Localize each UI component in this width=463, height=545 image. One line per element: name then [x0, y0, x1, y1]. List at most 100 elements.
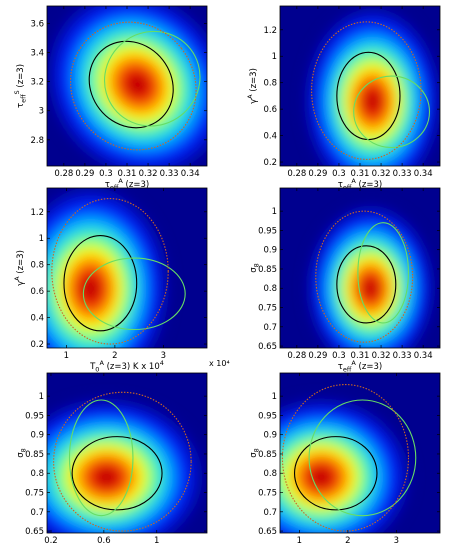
- y-tick-label: 3.2: [30, 78, 44, 88]
- x-tick-label: 0.32: [372, 351, 391, 361]
- y-tick-label: 0.95: [258, 411, 277, 421]
- y-tick-label: 0.8: [263, 469, 277, 479]
- x-tick-label: 1: [154, 536, 159, 545]
- y-tick-label: 0.75: [258, 304, 277, 314]
- contour-3: [315, 210, 414, 343]
- contour-1: [293, 436, 378, 511]
- contour-2: [68, 399, 134, 517]
- y-tick-label: 0.7: [263, 323, 277, 333]
- contour-2: [82, 257, 186, 331]
- density-peak: [303, 6, 440, 166]
- x-tick-label: 0.28: [287, 351, 306, 361]
- y-tick-label: 0.65: [25, 527, 44, 537]
- y-tick-label: 3.4: [30, 49, 44, 59]
- plot-area: [47, 373, 207, 533]
- density-peak: [280, 396, 412, 533]
- panel-1: 0.28 0.29 0.3 0.31 0.32 0.33 0.34 2.8 3 3.2 3.4 3.6…: [13, 5, 208, 192]
- x-tick-label: 2: [112, 351, 117, 361]
- contour-2: [357, 222, 409, 324]
- y-tick-label: 1: [272, 392, 277, 402]
- y-tick-label: 3.6: [30, 19, 44, 29]
- panel-5: 0.20.610.650.70.750.80.850.90.951γA (z=3…: [16, 372, 208, 545]
- density-peak: [305, 203, 436, 348]
- x-tick-label: 3: [394, 536, 399, 545]
- y-tick-label: 0.75: [258, 489, 277, 499]
- y-tick-label: 0.9: [30, 431, 44, 441]
- x-tick-label: 0.29: [308, 351, 327, 361]
- axis-multiplier: x 10⁴: [209, 359, 230, 368]
- x-tick-label: 0.33: [393, 351, 412, 361]
- y-tick-label: 1: [272, 207, 277, 217]
- axes-frame: [46, 372, 208, 534]
- plot-area: [280, 188, 440, 348]
- y-tick-label: 0.8: [263, 284, 277, 294]
- x-tick-label: 2: [345, 536, 350, 545]
- contour-2: [103, 30, 201, 127]
- x-tick-label: 0.3: [332, 169, 346, 179]
- axes-frame: [46, 187, 208, 349]
- density-peak: [47, 6, 207, 166]
- x-tick-label: 0.28: [287, 169, 306, 179]
- y-tick-label: 0.85: [258, 265, 277, 275]
- x-tick-label: 0.34: [414, 351, 433, 361]
- x-tick-label: 0.6: [97, 536, 111, 545]
- y-tick-label: 0.7: [263, 508, 277, 518]
- y-tick-label: 0.9: [263, 246, 277, 256]
- plot-area: [280, 6, 440, 166]
- density-peak: [47, 396, 206, 533]
- x-tick-label: 0.33: [160, 169, 179, 179]
- contour-1: [88, 40, 174, 129]
- axis-label: γA (z=3): [13, 250, 26, 286]
- plot-area: [47, 188, 207, 348]
- x-tick-label: 0.34: [181, 169, 200, 179]
- y-tick-label: 0.8: [30, 261, 44, 271]
- y-tick-label: 0.2: [263, 158, 277, 168]
- axis-label: τeffA (z=3): [338, 177, 382, 192]
- x-tick-label: 1: [64, 351, 69, 361]
- axes-frame: [279, 372, 441, 534]
- y-tick-label: 0.4: [263, 132, 277, 142]
- x-tick-label: 0.31: [351, 351, 370, 361]
- y-tick-label: 0.75: [25, 489, 44, 499]
- y-tick-label: 0.2: [30, 340, 44, 350]
- y-tick-label: 0.65: [258, 342, 277, 352]
- x-tick-label: 0.29: [308, 169, 327, 179]
- contour-3: [281, 384, 410, 532]
- axis-label: σ8: [249, 448, 261, 458]
- contour-3: [70, 21, 197, 151]
- y-tick-label: 0.85: [258, 450, 277, 460]
- contour-3: [311, 21, 422, 160]
- axis-label: τeffA (z=3): [338, 359, 382, 374]
- contour-2: [308, 399, 417, 517]
- axis-label: T0A (z=3) K x 104: [89, 359, 164, 374]
- axis-label: σ8: [16, 448, 28, 458]
- x-tick-label: 0.33: [393, 169, 412, 179]
- contour-1: [63, 235, 138, 332]
- y-tick-label: 0.9: [263, 431, 277, 441]
- panel-3: 1 2 3 0.2 0.4 0.6 0.8 1 1.2 T0A (z=3) K x 104 γA (…: [13, 187, 230, 374]
- x-tick-label: 0.28: [54, 169, 73, 179]
- y-tick-label: 0.95: [258, 226, 277, 236]
- x-tick-label: 0.3: [99, 169, 113, 179]
- x-tick-label: 0.3: [332, 351, 346, 361]
- y-tick-label: 1.2: [30, 208, 44, 218]
- axis-label: τeffA (z=3): [105, 177, 149, 192]
- plot-area: [47, 6, 207, 166]
- y-tick-label: 3: [39, 107, 44, 117]
- contour-2: [353, 75, 431, 149]
- y-tick-label: 0.8: [263, 79, 277, 89]
- contour-3: [51, 198, 169, 345]
- y-tick-label: 1: [39, 392, 44, 402]
- y-tick-label: 0.85: [25, 450, 44, 460]
- y-tick-label: 0.7: [30, 508, 44, 518]
- x-tick-label: 0.31: [351, 169, 370, 179]
- y-tick-label: 0.6: [263, 105, 277, 115]
- density-peak: [47, 188, 171, 348]
- y-tick-label: 0.65: [258, 527, 277, 537]
- contour-1: [336, 245, 397, 324]
- x-tick-label: 0.29: [75, 169, 94, 179]
- contour-3: [53, 391, 192, 532]
- axis-label: τeffS (z=3): [13, 64, 28, 108]
